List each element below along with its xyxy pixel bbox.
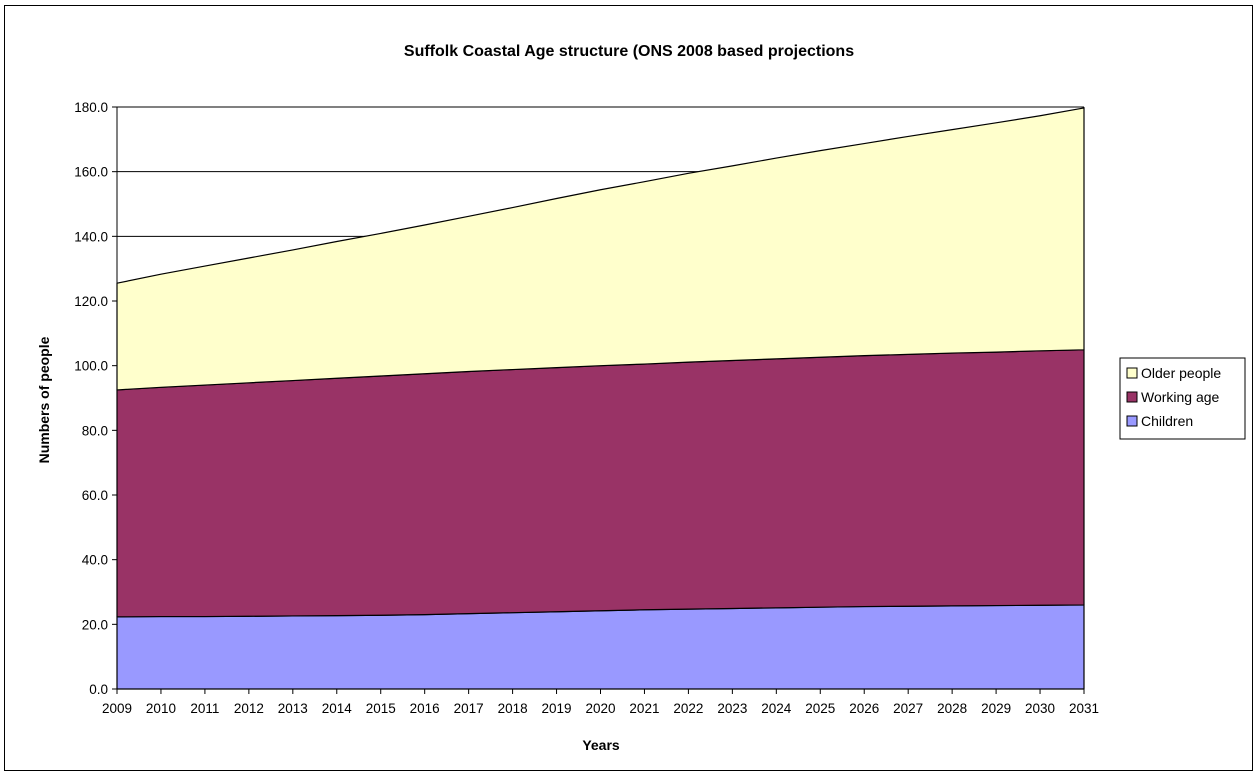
area-children: [116, 604, 1085, 690]
area-series-group: [116, 107, 1085, 690]
y-tick-label: 60.0: [82, 488, 108, 503]
x-tick-label: 2011: [190, 701, 219, 716]
legend-swatch-working-age: [1126, 391, 1138, 403]
x-tick-label: 2030: [1025, 701, 1055, 716]
x-tick-label: 2012: [234, 701, 264, 716]
y-tick-label: 160.0: [74, 165, 108, 180]
x-tick-label: 2028: [937, 701, 967, 716]
x-tick-label: 2027: [893, 701, 923, 716]
x-tick-label: 2020: [585, 701, 615, 716]
chart-area: Suffolk Coastal Age structure (ONS 2008 …: [4, 5, 1253, 771]
x-tick-label: 2031: [1069, 701, 1099, 716]
legend-label-older-people: Older people: [1141, 365, 1221, 381]
y-tick-label: 100.0: [74, 359, 108, 374]
legend-label-working-age: Working age: [1141, 389, 1220, 405]
x-tick-label: 2021: [629, 701, 659, 716]
y-tick-label: 80.0: [82, 423, 108, 438]
x-tick-label: 2017: [454, 701, 484, 716]
x-tick-label: 2029: [981, 701, 1011, 716]
x-tick-label: 2015: [366, 701, 396, 716]
y-tick-label: 20.0: [82, 617, 108, 632]
area-chart: Suffolk Coastal Age structure (ONS 2008 …: [36, 43, 1246, 753]
x-tick-label: 2014: [322, 701, 353, 716]
y-tick-label: 140.0: [74, 229, 108, 244]
y-tick-label: 180.0: [74, 100, 108, 115]
y-tick-label: 120.0: [74, 294, 108, 309]
y-axis-title: Numbers of people: [36, 336, 52, 463]
x-tick-label: 2013: [278, 701, 308, 716]
y-tick-label: 40.0: [82, 553, 108, 568]
legend-label-children: Children: [1141, 413, 1193, 429]
x-tick-label: 2025: [805, 701, 835, 716]
x-tick-label: 2023: [717, 701, 747, 716]
x-tick-label: 2019: [542, 701, 572, 716]
x-tick-label: 2016: [410, 701, 440, 716]
x-tick-label: 2026: [849, 701, 879, 716]
area-older-people: [116, 107, 1085, 391]
legend-box: [1119, 357, 1246, 440]
area-working-age: [116, 349, 1085, 618]
x-tick-label: 2024: [761, 701, 792, 716]
legend-swatch-children: [1126, 415, 1138, 427]
x-tick-label: 2009: [102, 701, 132, 716]
x-tick-label: 2022: [673, 701, 703, 716]
axes: [112, 106, 1085, 694]
legend-swatch-older-people: [1126, 367, 1138, 379]
y-tick-label: 0.0: [89, 682, 108, 697]
tick-labels: 0.0 20.0 40.0 60.0 80.0 100.0 120.0 140.0 160.0 1…: [74, 100, 1099, 716]
chart-title: Suffolk Coastal Age structure (ONS 2008 …: [404, 43, 854, 60]
x-axis-title: Years: [582, 737, 620, 753]
x-tick-label: 2018: [498, 701, 528, 716]
legend: Older people Working age Children: [1119, 357, 1246, 440]
x-tick-label: 2010: [146, 701, 176, 716]
